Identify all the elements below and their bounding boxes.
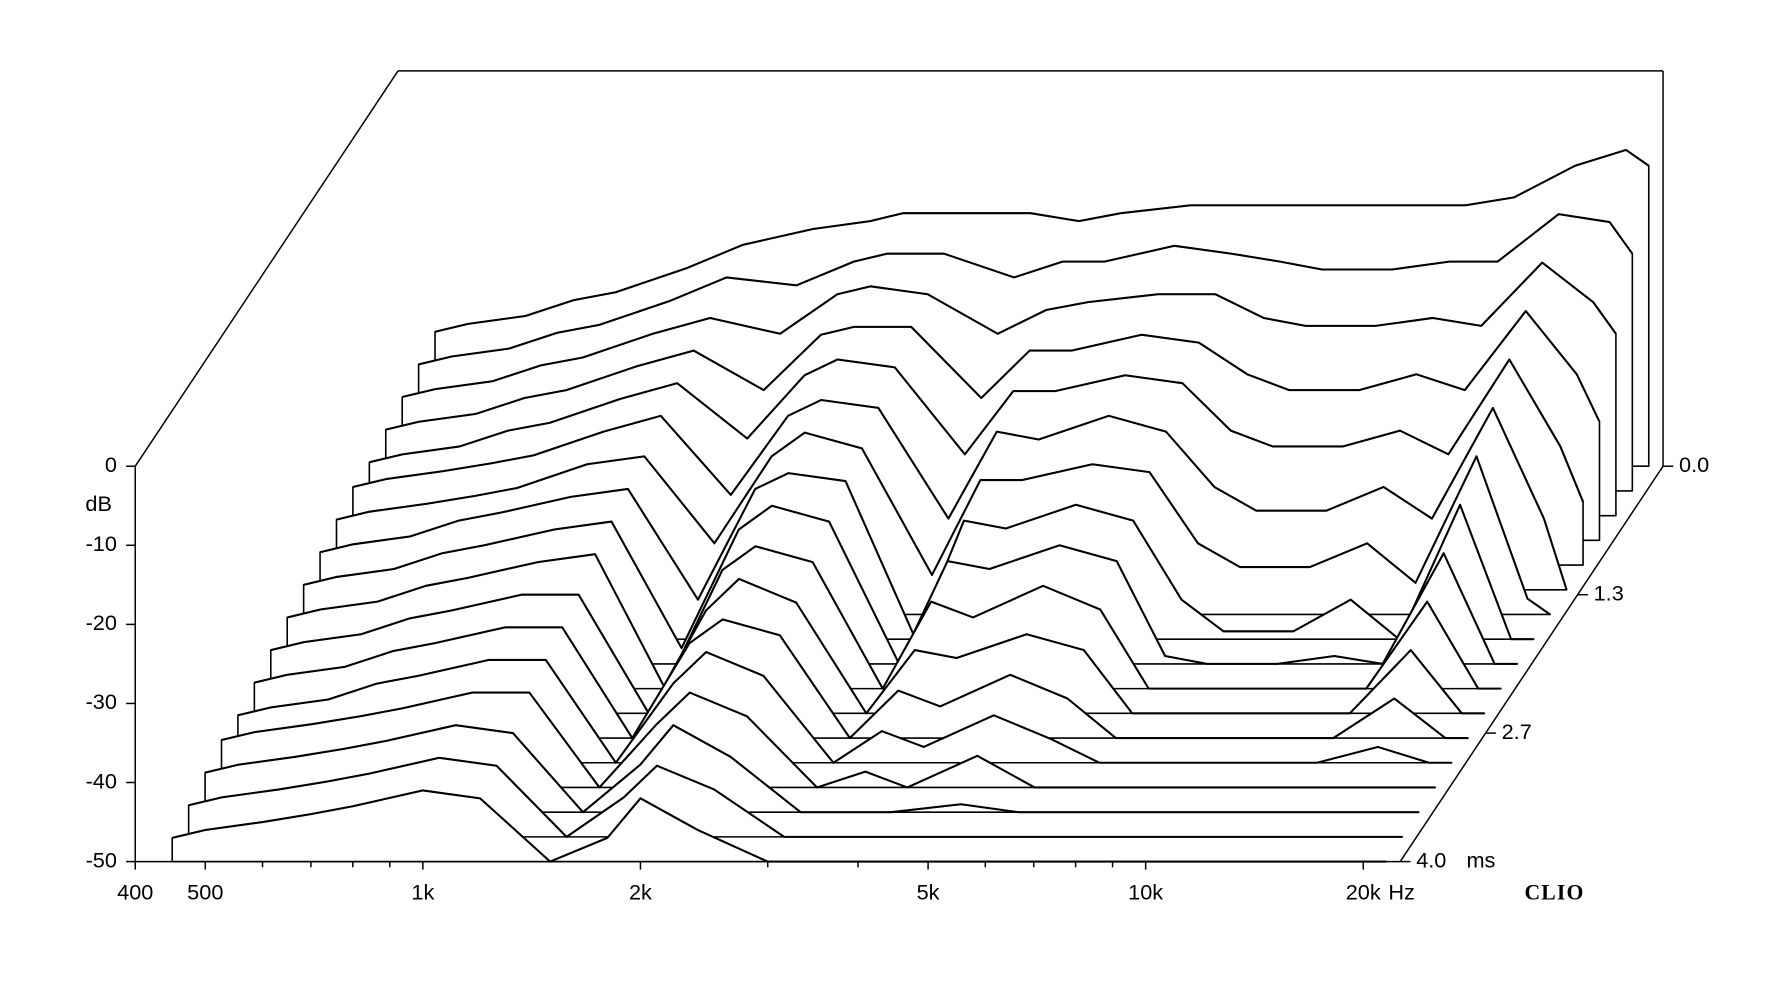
slice-line xyxy=(237,651,1452,764)
y-tick-label: -50 xyxy=(86,847,117,872)
y-tick-label: -30 xyxy=(86,689,117,714)
brand-label: CLIO xyxy=(1524,881,1584,905)
slice-line xyxy=(188,756,1403,838)
slice-line xyxy=(352,398,1568,591)
x-tick-label: 400 xyxy=(117,879,153,904)
z-tick-label: 4.0 xyxy=(1416,847,1446,872)
y-tick-label: -10 xyxy=(86,531,117,556)
x-tick-label: 20k xyxy=(1346,879,1381,904)
slice-line xyxy=(369,358,1585,503)
z-axis-label: ms xyxy=(1466,847,1495,872)
slice-line xyxy=(204,724,1419,814)
z-tick-label: 2.7 xyxy=(1502,719,1532,744)
slice-line xyxy=(270,577,1485,715)
slice-line xyxy=(434,148,1650,333)
y-tick-label: 0 xyxy=(105,452,117,477)
slice-line xyxy=(171,789,1386,863)
x-tick-label: 1k xyxy=(411,879,434,904)
slice-line xyxy=(254,618,1469,740)
z-axis xyxy=(1399,465,1664,863)
slice-line xyxy=(286,545,1501,690)
slice-line xyxy=(385,310,1601,431)
frame-line xyxy=(134,70,399,467)
y-tick-label: -40 xyxy=(86,768,117,793)
x-tick-label: 5k xyxy=(917,879,940,904)
x-tick-label: 10k xyxy=(1128,879,1163,904)
y-tick-label: -20 xyxy=(86,610,117,635)
slice-line xyxy=(336,431,1551,616)
slice-line xyxy=(401,261,1617,399)
z-tick-label: 1.3 xyxy=(1594,580,1624,605)
x-axis-label: Hz xyxy=(1388,879,1415,904)
y-axis-label: dB xyxy=(85,491,112,516)
slice-line xyxy=(221,691,1436,789)
x-tick-label: 2k xyxy=(629,879,652,904)
slice-line xyxy=(418,213,1634,366)
x-tick-label: 500 xyxy=(187,879,223,904)
slice-line xyxy=(303,504,1518,665)
z-tick-label: 0.0 xyxy=(1679,452,1709,477)
